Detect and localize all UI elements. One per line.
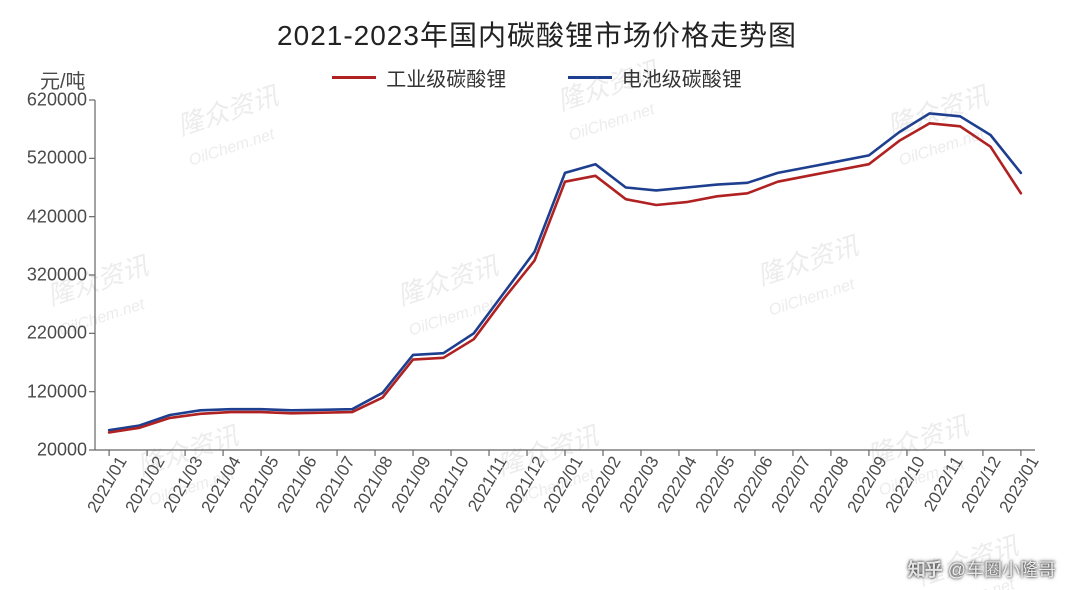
legend-label-industrial: 工业级碳酸锂 [386,63,506,92]
y-tick-label: 120000 [27,381,95,402]
zhihu-logo-icon: 知乎 [908,556,942,582]
y-tick-label: 520000 [27,148,95,169]
chart-legend: 工业级碳酸锂 电池级碳酸锂 [0,62,1074,92]
y-tick-label: 620000 [27,90,95,111]
credit-handle: @车圈小隆哥 [948,556,1056,582]
chart-title: 2021-2023年国内碳酸锂市场价格走势图 [0,14,1074,54]
legend-label-battery: 电池级碳酸锂 [622,63,742,92]
series-line-industrial [109,123,1021,432]
legend-item-battery: 电池级碳酸锂 [568,63,742,92]
y-tick-label: 420000 [27,206,95,227]
legend-item-industrial: 工业级碳酸锂 [332,63,506,92]
source-credit: 知乎 @车圈小隆哥 [908,556,1056,582]
y-tick-label: 220000 [27,323,95,344]
legend-swatch-industrial [332,76,376,79]
y-tick-label: 20000 [37,440,95,461]
series-line-battery [109,113,1021,430]
legend-swatch-battery [568,76,612,79]
y-tick-label: 320000 [27,265,95,286]
chart-plot-area: 2000012000022000032000042000052000062000… [95,100,1035,450]
chart-svg [95,100,1035,450]
